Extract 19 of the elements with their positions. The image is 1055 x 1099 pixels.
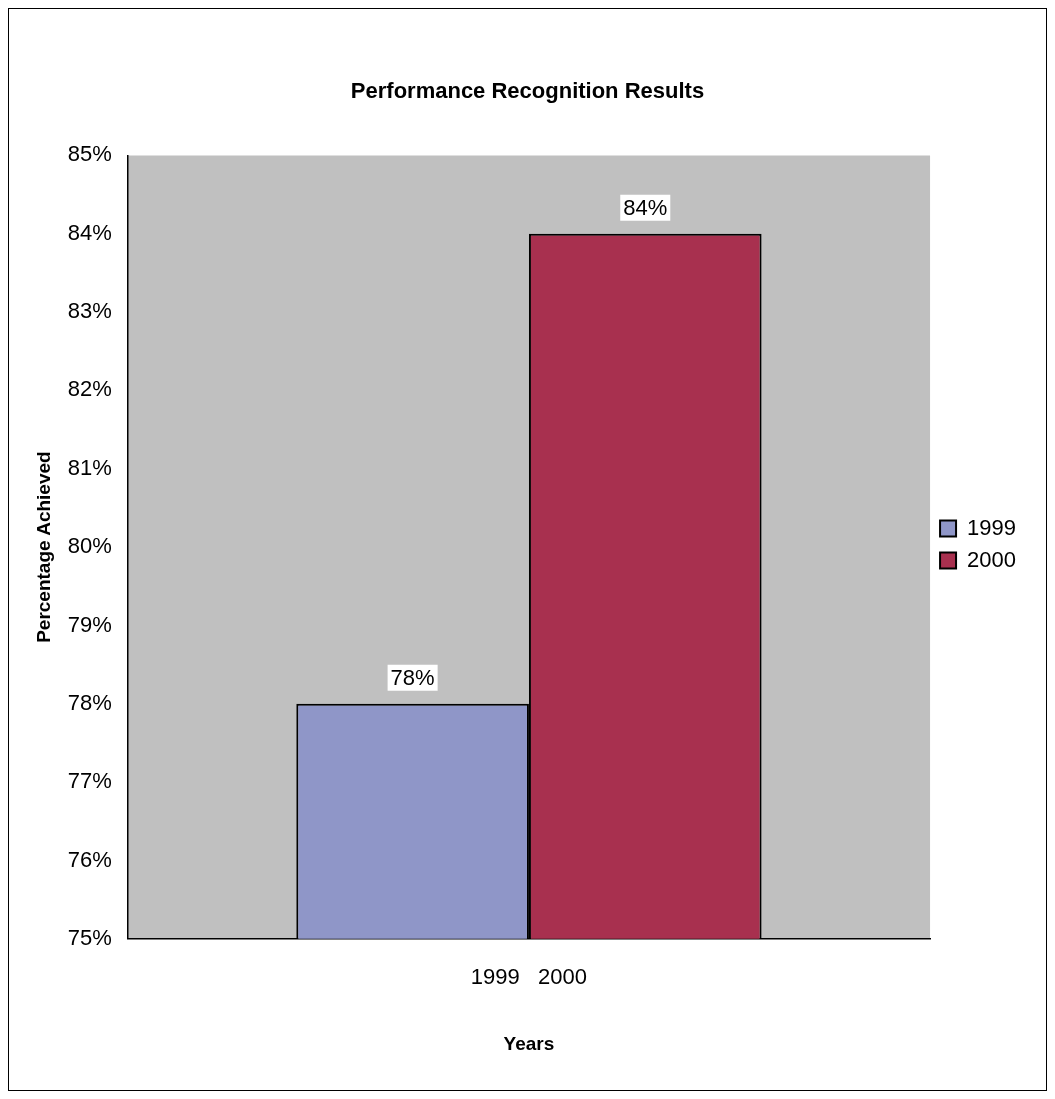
x-tick-label: 1999 2000 [470, 964, 588, 990]
y-axis-title: Percentage Achieved [32, 451, 54, 643]
chart-title: Performance Recognition Results [350, 78, 705, 104]
y-tick-label: 79% [67, 611, 112, 637]
y-tick-label: 77% [67, 768, 112, 794]
legend-label: 1999 [967, 514, 1017, 540]
y-tick-label: 80% [67, 533, 112, 559]
y-tick-label: 75% [67, 924, 112, 950]
x-axis-title: Years [503, 1032, 555, 1054]
y-tick-label: 85% [67, 141, 112, 167]
data-label: 78% [390, 664, 435, 690]
y-tick-label: 83% [67, 298, 112, 324]
legend-label: 2000 [967, 546, 1017, 572]
y-tick-label: 84% [67, 219, 112, 245]
data-label: 84% [623, 194, 668, 220]
y-tick-label: 82% [67, 376, 112, 402]
y-tick-label: 78% [67, 689, 112, 715]
y-tick-label: 81% [67, 454, 112, 480]
y-tick-label: 76% [67, 846, 112, 872]
